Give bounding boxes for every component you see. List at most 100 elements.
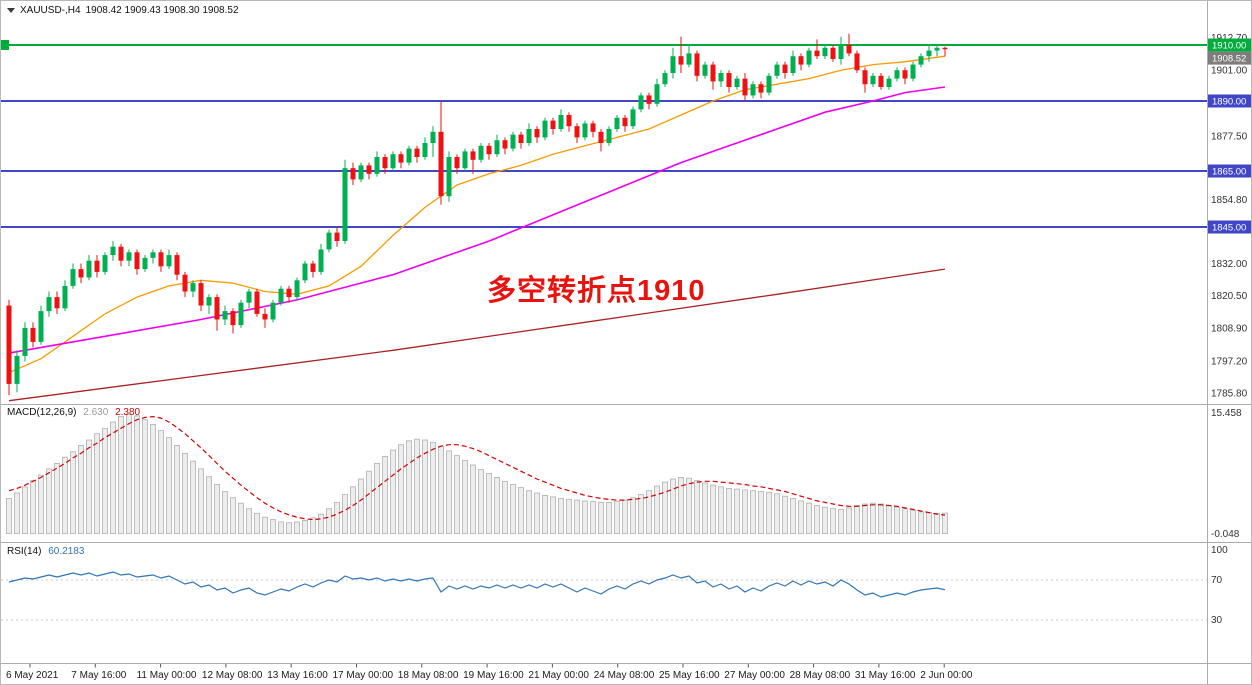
macd-histogram-bar xyxy=(670,478,676,534)
macd-histogram-bar xyxy=(446,450,452,534)
candle-body xyxy=(822,47,828,57)
candle-body xyxy=(926,50,932,57)
candle-body xyxy=(366,165,372,174)
macd-histogram-bar xyxy=(422,439,428,534)
candle-body xyxy=(670,56,676,73)
candle-body xyxy=(614,117,620,129)
candle-body xyxy=(246,291,252,303)
macd-histogram-bar xyxy=(846,507,852,535)
candle-body xyxy=(126,252,132,261)
macd-histogram-bar xyxy=(14,492,20,534)
macd-histogram-bar xyxy=(558,498,564,534)
candle-body xyxy=(534,129,540,138)
candle-body xyxy=(662,73,668,85)
candle-body xyxy=(150,252,156,258)
macd-histogram-bar xyxy=(782,495,788,535)
candle-body xyxy=(566,115,572,127)
price-label-box xyxy=(1208,220,1251,234)
candle-body xyxy=(838,45,844,59)
macd-histogram-bar xyxy=(30,480,36,535)
candle-body xyxy=(862,70,868,85)
macd-histogram-bar xyxy=(54,462,60,534)
chevron-down-icon[interactable] xyxy=(7,8,15,13)
macd-histogram-bar xyxy=(78,444,84,534)
candle-body xyxy=(254,291,260,314)
candle-body xyxy=(214,297,220,320)
macd-histogram-bar xyxy=(158,430,164,535)
macd-histogram-bar xyxy=(134,415,140,534)
candle-body xyxy=(278,288,284,303)
macd-histogram-bar xyxy=(694,480,700,535)
candle-body xyxy=(382,157,388,169)
candle-body xyxy=(78,269,84,278)
candle-body xyxy=(70,269,76,286)
price-axis-label: 1832.00 xyxy=(1211,259,1248,270)
macd-histogram-bar xyxy=(398,444,404,535)
date-axis-label: 19 May 16:00 xyxy=(463,670,524,681)
annotation-text[interactable]: 多空转折点1910 xyxy=(487,275,706,307)
candle-body xyxy=(934,47,940,51)
macd-histogram-bar xyxy=(606,501,612,534)
rsi-value: 60.2183 xyxy=(48,546,85,557)
macd-histogram-bar xyxy=(414,438,420,535)
ma_slow-line xyxy=(8,268,946,402)
candle-body xyxy=(646,95,652,104)
macd-histogram-bar xyxy=(806,502,812,535)
price-axis-label: 1854.80 xyxy=(1211,195,1248,206)
candle-body xyxy=(582,123,588,138)
candle-body xyxy=(494,140,500,155)
candle-body xyxy=(942,47,948,50)
macd-histogram-bar xyxy=(94,433,100,535)
candle-body xyxy=(542,120,548,138)
macd-histogram-bar xyxy=(326,508,332,535)
macd-axis-label: 15.458 xyxy=(1211,408,1242,419)
date-axis-label: 17 May 00:00 xyxy=(333,670,394,681)
ma_fast-line xyxy=(8,55,946,374)
macd-histogram-bar xyxy=(758,491,764,534)
macd-histogram-bar xyxy=(270,519,276,534)
macd-histogram-bar xyxy=(870,502,876,535)
candle-body xyxy=(710,64,716,82)
macd-histogram-bar xyxy=(902,508,908,535)
candle-body xyxy=(14,355,20,384)
candle-body xyxy=(854,53,860,71)
macd-histogram-bar xyxy=(510,484,516,535)
candle-body xyxy=(270,302,276,320)
price-label-box-text: 1845.00 xyxy=(1212,223,1246,234)
macd-histogram-bar xyxy=(22,486,28,534)
candle-body xyxy=(774,64,780,76)
candle-body xyxy=(902,70,908,79)
price-label-box xyxy=(1208,164,1251,178)
candle-body xyxy=(206,297,212,306)
macd-histogram-bar xyxy=(142,419,148,535)
macd-histogram-bar xyxy=(830,508,836,535)
macd-histogram-bar xyxy=(350,486,356,534)
candle-body xyxy=(22,327,28,356)
macd-histogram-bar xyxy=(238,502,244,535)
macd-histogram-bar xyxy=(286,522,292,535)
price-label-box-text: 1890.00 xyxy=(1212,97,1246,108)
macd-signal-value: 2.380 xyxy=(115,407,141,418)
hline-left-marker[interactable] xyxy=(1,39,9,50)
macd-histogram-bar xyxy=(894,506,900,535)
chart-header: XAUUSD-,H4 1908.42 1909.43 1908.30 1908.… xyxy=(7,5,239,16)
candle-body xyxy=(606,129,612,143)
candle-body xyxy=(758,84,764,93)
macd-histogram-bar xyxy=(518,487,524,535)
candle-body xyxy=(518,134,524,143)
macd-histogram-bar xyxy=(678,476,684,534)
macd-histogram-bar xyxy=(718,486,724,534)
macd-histogram-bar xyxy=(726,487,732,535)
macd-histogram-bar xyxy=(878,503,884,535)
macd-histogram-bar xyxy=(614,501,620,535)
date-axis-label: 11 May 00:00 xyxy=(137,670,197,681)
macd-histogram-bar xyxy=(494,476,500,534)
macd-histogram-bar xyxy=(766,491,772,535)
macd-histogram-bar xyxy=(542,494,548,534)
candle-body xyxy=(694,53,700,76)
macd-indicator-label: MACD(12,26,9) 2.630 2.380 xyxy=(7,407,140,418)
macd-main-value: 2.630 xyxy=(83,407,109,418)
candle-body xyxy=(718,73,724,82)
macd-histogram-bar xyxy=(174,444,180,534)
